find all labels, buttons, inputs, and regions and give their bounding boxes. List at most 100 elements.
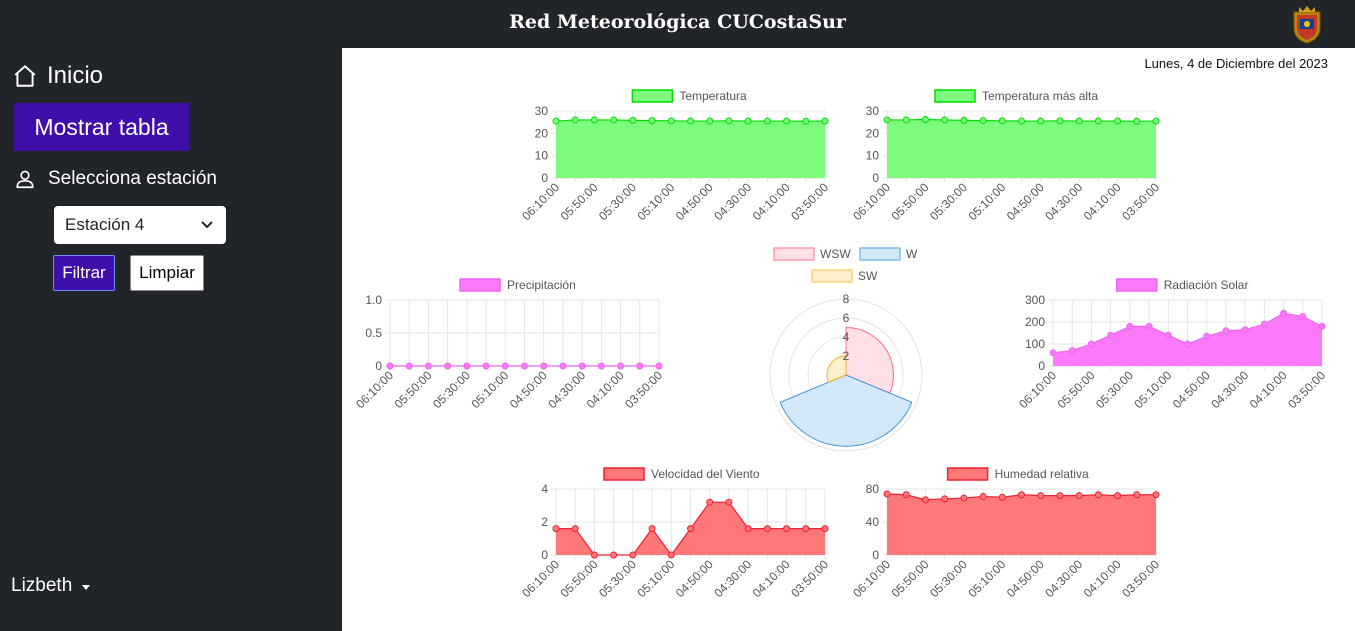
data-point (636, 362, 644, 370)
data-point (1164, 331, 1172, 339)
x-tick-label: 04:10:00 (1247, 368, 1290, 411)
legend-label: Humedad relativa (995, 467, 1089, 481)
data-point (405, 362, 413, 370)
x-tick-label: 06:10:00 (1016, 368, 1059, 411)
data-point (648, 117, 656, 125)
y-tick-label: 2 (541, 515, 548, 529)
data-point (902, 116, 910, 124)
x-tick-label: 05:50:00 (558, 180, 601, 223)
data-point (1184, 340, 1191, 348)
x-tick-label: 03:50:00 (1285, 368, 1328, 411)
x-tick-label: 05:10:00 (468, 368, 511, 411)
data-point (687, 117, 694, 125)
top-navbar: Red Meteorológica CUCostaSur (0, 0, 1355, 48)
user-menu[interactable]: Lizbeth (11, 575, 91, 597)
chevron-down-icon (201, 221, 213, 229)
station-label: Selecciona estación (14, 168, 217, 190)
data-point (597, 362, 605, 370)
x-tick-label: 06:10:00 (519, 180, 562, 223)
data-point (1299, 313, 1307, 320)
university-crest-icon[interactable] (1290, 4, 1324, 44)
precipitacion-chart: 00.51.006:10:0005:50:0005:30:0005:10:000… (353, 278, 665, 411)
legend-label: Precipitación (507, 278, 576, 292)
data-point (482, 362, 490, 370)
x-tick-label: 05:50:00 (392, 368, 435, 411)
data-point (941, 495, 949, 503)
y-tick-label: 0 (541, 548, 548, 562)
x-tick-label: 04:30:00 (1042, 180, 1085, 223)
data-point (979, 117, 987, 125)
data-point (802, 117, 810, 125)
y-tick-label: 10 (866, 149, 880, 163)
data-point (763, 525, 771, 533)
data-point (706, 117, 714, 125)
legend-label: SW (858, 269, 878, 283)
legend-label: Radiación Solar (1164, 278, 1249, 292)
data-point (883, 490, 891, 498)
data-point (648, 525, 656, 533)
filter-button[interactable]: Filtrar (53, 255, 115, 291)
data-point (1018, 491, 1025, 499)
user-name: Lizbeth (11, 575, 73, 596)
data-point (552, 525, 560, 533)
nav-home-link[interactable]: Inicio (12, 62, 103, 90)
data-point (1318, 322, 1326, 330)
home-icon (14, 65, 36, 87)
legend-label: W (906, 247, 918, 261)
user-icon (16, 170, 34, 189)
legend-swatch (859, 247, 901, 261)
data-point (1114, 117, 1122, 125)
x-tick-label: 04:50:00 (673, 180, 716, 223)
data-point (610, 116, 618, 124)
series-area (556, 119, 825, 178)
data-point (821, 525, 829, 533)
data-point (1133, 491, 1141, 499)
x-tick-label: 04:10:00 (750, 557, 793, 600)
x-tick-label: 05:10:00 (1131, 368, 1174, 411)
legend-swatch (631, 89, 674, 103)
data-point (1018, 117, 1025, 125)
y-tick-label: 0 (872, 548, 879, 562)
x-tick-label: 06:10:00 (850, 557, 893, 600)
data-point (1241, 326, 1249, 334)
x-tick-label: 04:10:00 (584, 368, 627, 411)
data-point (1145, 322, 1153, 330)
y-tick-label: 0 (541, 171, 548, 185)
y-tick-label: 100 (1025, 337, 1045, 351)
data-point (629, 116, 637, 124)
data-point (1049, 349, 1057, 357)
data-point (1075, 117, 1083, 125)
data-point (725, 498, 733, 506)
x-tick-label: 04:10:00 (1081, 180, 1124, 223)
x-tick-label: 05:30:00 (430, 368, 473, 411)
data-point (1260, 320, 1268, 328)
y-tick-label: 200 (1025, 315, 1045, 329)
data-point (706, 498, 714, 506)
x-tick-label: 04:30:00 (1208, 368, 1251, 411)
home-label: Inicio (47, 62, 104, 89)
data-point (1222, 327, 1230, 335)
data-point (629, 551, 637, 559)
show-table-button[interactable]: Mostrar tabla (14, 103, 189, 151)
station-select[interactable]: Estación 4 (54, 206, 226, 244)
data-point (883, 116, 891, 124)
app-title: Red Meteorológica CUCostaSur (509, 11, 846, 33)
legend-label: Temperatura más alta (982, 89, 1098, 103)
x-tick-label: 05:30:00 (596, 557, 639, 600)
clear-button[interactable]: Limpiar (130, 255, 204, 291)
x-tick-label: 05:30:00 (596, 180, 639, 223)
x-tick-label: 04:10:00 (750, 180, 793, 223)
x-tick-label: 06:10:00 (850, 180, 893, 223)
legend-swatch (603, 467, 645, 481)
data-point (1068, 347, 1076, 355)
x-tick-label: 04:30:00 (1042, 557, 1085, 600)
data-point (1152, 117, 1160, 125)
y-tick-label: 30 (866, 104, 880, 118)
station-select-value: Estación 4 (65, 215, 145, 234)
x-tick-label: 03:50:00 (1119, 557, 1162, 600)
data-point (578, 362, 586, 370)
data-point (1037, 117, 1045, 125)
data-point (1087, 340, 1095, 348)
data-point (1203, 332, 1211, 340)
